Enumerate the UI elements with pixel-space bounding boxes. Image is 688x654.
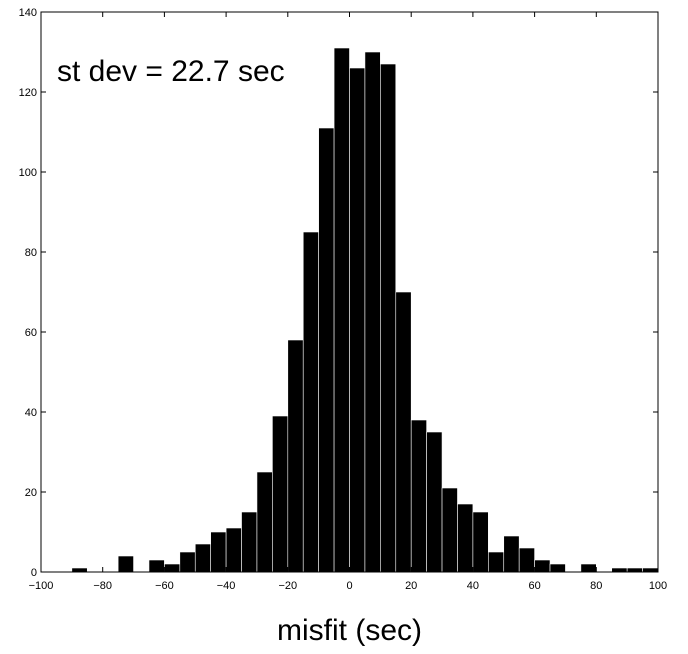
- x-tick-label: 40: [467, 580, 479, 592]
- x-tick-label: −60: [155, 580, 174, 592]
- y-tick-label: 100: [19, 167, 37, 179]
- y-tick-label: 140: [19, 7, 37, 19]
- histogram-bar: [549, 563, 566, 573]
- histogram-bar: [179, 551, 196, 573]
- x-axis-label: misfit (sec): [277, 614, 422, 647]
- histogram-bar: [380, 63, 397, 573]
- x-tick-label: 80: [590, 580, 602, 592]
- histogram-bar: [364, 51, 381, 573]
- histogram-bar: [71, 567, 88, 573]
- y-tick-label: 0: [31, 567, 37, 579]
- y-tick-label: 20: [25, 487, 37, 499]
- histogram-bar: [611, 567, 628, 573]
- y-tick-label: 80: [25, 247, 37, 259]
- histogram-bar: [333, 47, 350, 573]
- bars-group: [71, 47, 659, 573]
- histogram-bar: [164, 563, 181, 573]
- histogram-bar: [457, 503, 474, 573]
- histogram-bar: [426, 431, 443, 573]
- x-tick-label: 20: [405, 580, 417, 592]
- histogram-bar: [241, 511, 258, 573]
- histogram-bar: [580, 563, 597, 573]
- histogram-bar: [395, 291, 412, 573]
- histogram-bar: [256, 471, 273, 573]
- y-tick-label: 60: [25, 327, 37, 339]
- x-tick-label: −100: [29, 580, 54, 592]
- histogram-bar: [148, 559, 165, 573]
- y-tick-label: 120: [19, 87, 37, 99]
- histogram-bar: [626, 567, 643, 573]
- histogram-bar: [518, 547, 535, 573]
- histogram-bar: [318, 127, 335, 573]
- x-tick-label: −20: [278, 580, 297, 592]
- histogram-bar: [441, 487, 458, 573]
- histogram-bar: [534, 559, 551, 573]
- x-tick-label: 100: [649, 580, 667, 592]
- histogram-bar: [410, 419, 427, 573]
- x-tick-label: −80: [93, 580, 112, 592]
- histogram-bar: [503, 535, 520, 573]
- histogram-bar: [194, 543, 211, 573]
- histogram-bar: [225, 527, 242, 573]
- y-tick-label: 40: [25, 407, 37, 419]
- stdev-annotation: st dev = 22.7 sec: [57, 55, 285, 88]
- histogram-bar: [488, 551, 505, 573]
- histogram-bar: [117, 555, 134, 573]
- histogram-bar: [210, 531, 227, 573]
- ticks-group: −100 −80 −60 −40 −20 0 20 40 60 80 100 0 20 40 60 80 100…: [19, 7, 668, 592]
- histogram-bar: [472, 511, 489, 573]
- x-tick-label: −40: [217, 580, 236, 592]
- x-tick-label: 60: [528, 580, 540, 592]
- histogram-bar: [349, 67, 366, 573]
- histogram-bar: [302, 231, 319, 573]
- x-tick-label: 0: [346, 580, 352, 592]
- histogram-bar: [272, 415, 289, 573]
- histogram-bar: [287, 339, 304, 573]
- histogram-bar: [642, 567, 659, 573]
